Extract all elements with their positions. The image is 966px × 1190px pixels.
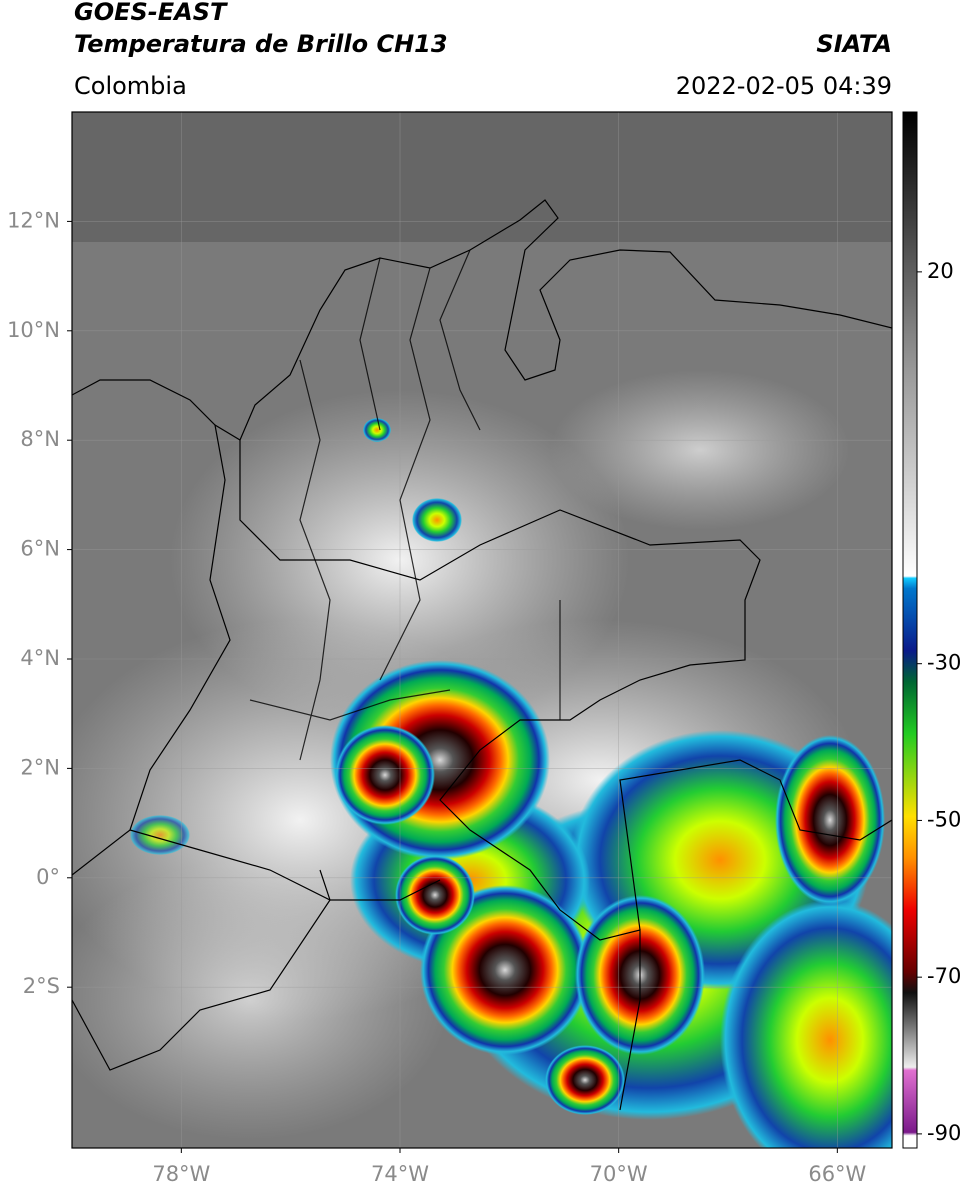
storm — [420, 885, 590, 1055]
y-tick-label: 10°N — [7, 318, 60, 342]
y-tick-label: 4°N — [20, 646, 60, 670]
cloud — [550, 370, 850, 530]
convection — [720, 900, 892, 1148]
storm — [545, 1045, 625, 1115]
graticule — [72, 112, 892, 1148]
y-tick-label: 12°N — [7, 208, 60, 232]
convection — [363, 418, 391, 442]
sea-cloud — [72, 112, 892, 242]
storm — [395, 855, 475, 935]
coastline — [72, 424, 231, 876]
colorbar-tick-label: 20 — [927, 259, 954, 283]
y-tick-label: 2°N — [20, 755, 60, 779]
colorbar-tick-label: -50 — [927, 807, 961, 831]
title: GOES-EAST — [74, 0, 228, 26]
region: Colombia — [74, 72, 187, 100]
y-tick-label: 0° — [36, 865, 60, 889]
source: SIATA — [816, 30, 892, 58]
x-tick-label: 78°W — [152, 1162, 210, 1186]
y-tick-label: 8°N — [20, 427, 60, 451]
colorbar — [902, 111, 918, 1149]
y-tick-label: 2°S — [23, 974, 60, 998]
cloud — [72, 860, 450, 1140]
border — [619, 759, 892, 931]
convection — [130, 815, 190, 855]
storm — [335, 725, 435, 825]
coastline — [72, 199, 892, 441]
x-tick-label: 70°W — [590, 1162, 648, 1186]
axes: 78°W 74°W 70°W 66°W 12°N 10°N 8°N 6°N 4°N 2°N 0° 2°… — [7, 208, 961, 1186]
border — [239, 440, 761, 1111]
border — [129, 829, 441, 901]
border — [249, 249, 561, 761]
y-tick-label: 6°N — [20, 537, 60, 561]
map-frame — [71, 111, 893, 1149]
colorbar-tick-label: -30 — [927, 651, 961, 675]
colorbar-tick-label: -70 — [927, 964, 961, 988]
convection — [412, 498, 462, 542]
colorbar-tick-label: -90 — [927, 1121, 961, 1145]
x-tick-label: 74°W — [371, 1162, 429, 1186]
x-tick-label: 66°W — [808, 1162, 866, 1186]
storm — [775, 735, 885, 905]
subtitle: Temperatura de Brillo CH13 — [74, 30, 448, 58]
satellite-image — [72, 112, 892, 1148]
datetime: 2022-02-05 04:39 — [676, 72, 892, 100]
